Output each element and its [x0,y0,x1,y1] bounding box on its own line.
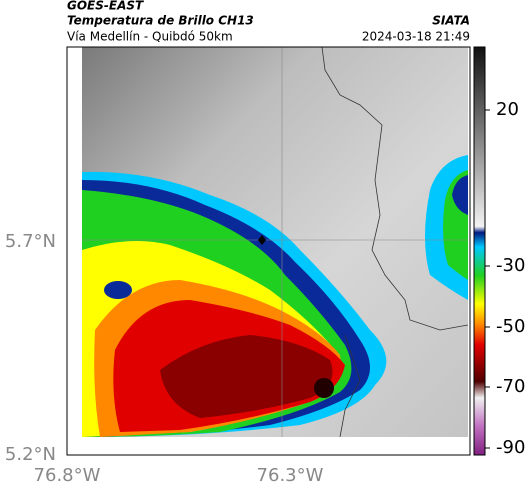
lat-label: 5.7°N [5,231,56,252]
lat-label: 5.2°N [5,444,56,465]
colorbar [473,46,486,456]
colorbar-tick-label: -70 [496,376,525,397]
timestamp: 2024-03-18 21:49 [362,30,470,44]
subtitle: Vía Medellín - Quibdó 50km [67,30,233,44]
satellite-image [82,47,468,437]
title: Temperatura de Brillo CH13 [67,14,254,28]
colorbar-ticks [485,109,490,449]
source: GOES-EAST [67,0,144,13]
colorbar-tick-label: -90 [496,437,525,458]
agency: SIATA [432,14,470,28]
colorbar-tick-label: 20 [496,99,519,120]
colorbar-tick-label: -30 [496,255,525,276]
lon-label: 76.3°W [257,465,324,486]
colorbar-tick-label: -50 [496,316,525,337]
lon-label: 76.8°W [34,465,101,486]
